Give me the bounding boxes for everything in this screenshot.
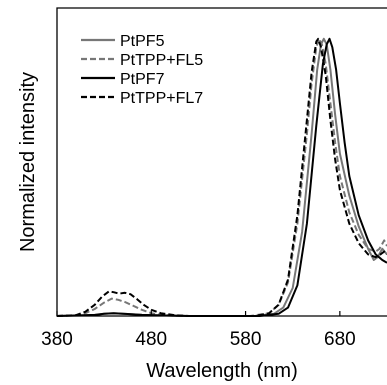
plot-area (56, 37, 387, 317)
axes: 380 480 580 680 (41, 7, 387, 350)
x-axis-title: Wavelength (nm) (146, 360, 298, 382)
plot-frame (56, 7, 387, 317)
legend-label-4: PtTPP+FL7 (120, 90, 203, 107)
x-tick-label: 480 (135, 329, 167, 350)
series-line-3 (56, 37, 387, 317)
series-line-4 (56, 37, 387, 317)
legend-label-1: PtPF5 (120, 33, 165, 50)
legend-label-2: PtTPP+FL5 (120, 52, 203, 69)
legend: PtPF5 PtTPP+FL5 PtPF7 PtTPP+FL7 (81, 33, 203, 107)
x-tick-label: 580 (230, 329, 262, 350)
legend-label-3: PtPF7 (120, 71, 165, 88)
y-axis-title: Normalized intensity (17, 72, 39, 252)
x-tick-label: 380 (41, 329, 73, 350)
x-tick-label: 680 (324, 329, 356, 350)
